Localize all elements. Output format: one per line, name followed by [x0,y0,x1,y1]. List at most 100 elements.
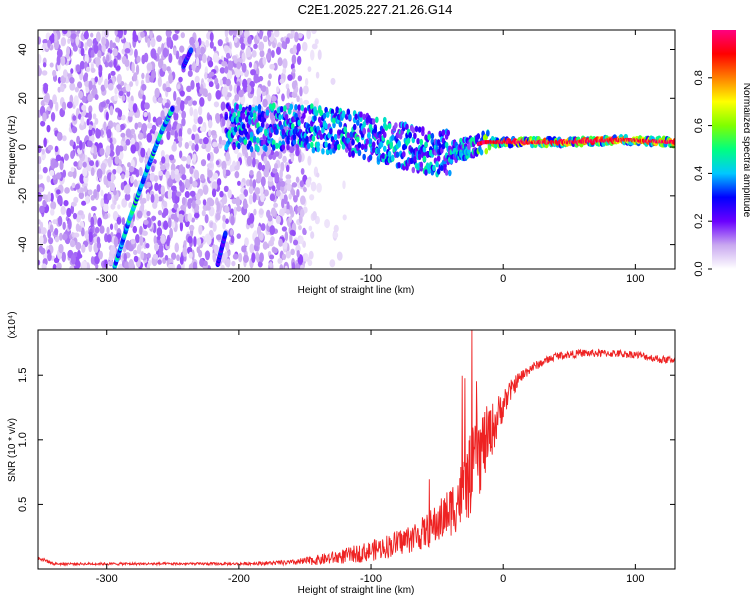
noise-cell [204,71,208,80]
noise-cell [296,95,300,103]
band-cell [332,117,336,124]
band-cell [292,138,297,145]
noise-cell [75,64,81,73]
noise-cell [52,174,57,181]
band-cell [362,127,366,135]
band-cell [235,116,240,123]
noise-cell [47,252,52,262]
snr-background [38,330,675,569]
band-cell [321,148,325,155]
noise-cell [52,219,58,225]
noise-cell [191,217,196,223]
noise-cell [143,209,149,219]
noise-cell [128,259,134,269]
noise-cell [244,237,249,247]
noise-cell [285,164,290,173]
noise-cell [118,90,124,97]
band-cell [408,132,412,139]
snr-ylabel: SNR (10 * v/v) [7,418,18,482]
band-cell [390,134,395,141]
noise-cell [115,123,121,133]
noise-cell [50,201,57,210]
noise-cell [263,155,268,165]
noise-cell [245,179,251,187]
noise-cell [83,185,88,193]
noise-cell [151,124,157,132]
band-cell [357,141,362,149]
noise-cell [80,47,85,57]
figure-title: C2E1.2025.227.21.26.G14 [298,2,453,17]
noise-cell [43,137,47,148]
noise-cell [180,100,185,112]
band-cell [376,147,381,155]
noise-cell [136,243,142,255]
noise-cell [97,217,103,227]
noise-cell [262,56,267,66]
noise-cell [110,173,115,184]
noise-cell [174,168,179,175]
noise-cell [69,265,75,269]
noise-cell [249,243,255,254]
noise-cell [132,225,138,234]
noise-cell [173,90,177,102]
noise-cell [42,252,48,260]
noise-cell [50,208,55,216]
noise-cell [296,42,301,52]
noise-cell [282,58,288,69]
noise-cell [190,80,195,90]
noise-cell [259,252,264,263]
snr-scale-note: (x10⁴) [7,311,18,338]
noise-cell [297,32,303,39]
noise-cell [296,188,300,198]
noise-cell [90,67,96,73]
noise-cell [171,252,177,260]
noise-cell [137,132,144,140]
noise-cell [193,212,200,219]
band-cell [248,104,252,112]
band-cell [324,122,328,130]
noise-cell [153,235,157,245]
noise-cell [112,168,117,175]
noise-cell [279,263,284,269]
noise-cell [50,111,56,122]
noise-cell [226,69,233,80]
noise-cell [109,143,114,153]
noise-cell [103,203,109,212]
noise-cell [107,193,112,201]
noise-cell [39,205,45,214]
noise-cell [302,227,307,235]
band-cell [324,141,328,148]
band-cell [292,133,297,141]
noise-cell [286,87,291,99]
noise-cell [302,186,307,193]
noise-cell [263,189,269,197]
noise-cell [144,157,149,165]
noise-cell [173,202,179,210]
noise-cell [105,99,110,105]
noise-cell [114,222,118,231]
noise-cell [308,225,313,232]
noise-cell [157,97,164,104]
noise-cell [303,99,310,105]
noise-cell [100,162,107,171]
noise-cell [57,195,63,205]
noise-cell [227,60,234,71]
noise-cell [285,250,291,259]
noise-cell [189,36,195,46]
noise-cell [66,101,73,109]
noise-cell [114,87,118,95]
spectrogram-y-tick-label: 40 [17,43,29,55]
noise-cell [342,180,346,190]
band-cell [238,136,243,143]
noise-cell [86,140,93,148]
noise-cell [290,154,295,163]
noise-cell [141,72,145,80]
noise-cell [207,92,212,102]
noise-cell [112,210,119,221]
noise-cell [197,116,203,125]
noise-cell [52,263,57,269]
noise-cell [146,62,153,71]
noise-cell [55,154,62,162]
noise-cell [166,66,171,72]
noise-cell [180,156,187,162]
